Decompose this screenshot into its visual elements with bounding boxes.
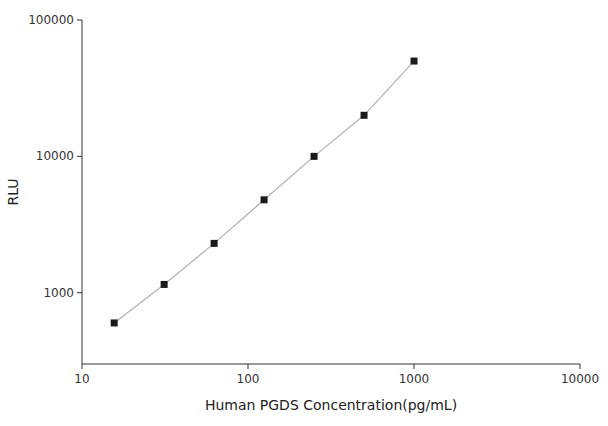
- y-axis-line: [82, 20, 83, 364]
- data-point: [111, 319, 118, 326]
- x-tick-label: 100: [237, 372, 260, 386]
- y-tick-label: 100000: [28, 13, 74, 27]
- x-tick-label: 10000: [561, 372, 599, 386]
- y-tick: [77, 156, 82, 157]
- x-axis-label: Human PGDS Concentration(pg/mL): [205, 397, 457, 413]
- plot-area: [111, 58, 418, 327]
- y-tick: [77, 20, 82, 21]
- y-tick-label: 10000: [36, 149, 74, 163]
- data-point: [211, 240, 218, 247]
- data-point: [161, 281, 168, 288]
- x-tick-label: 1000: [399, 372, 430, 386]
- x-tick-label: 10: [74, 372, 89, 386]
- x-tick: [248, 364, 249, 369]
- x-tick: [580, 364, 581, 369]
- y-tick-label: 1000: [43, 286, 74, 300]
- data-point: [361, 112, 368, 119]
- data-line: [114, 61, 414, 323]
- data-point: [311, 153, 318, 160]
- y-axis-label: RLU: [5, 178, 21, 205]
- x-tick: [82, 364, 83, 369]
- x-tick: [414, 364, 415, 369]
- data-point: [411, 58, 418, 65]
- x-axis-line: [82, 364, 580, 365]
- chart-svg: 10 100 1000 10000 1000 10000 100000 Human PGDS …: [0, 0, 608, 426]
- y-tick: [77, 292, 82, 293]
- data-point: [261, 196, 268, 203]
- chart-container: 10 100 1000 10000 1000 10000 100000 Human PGDS …: [0, 0, 608, 426]
